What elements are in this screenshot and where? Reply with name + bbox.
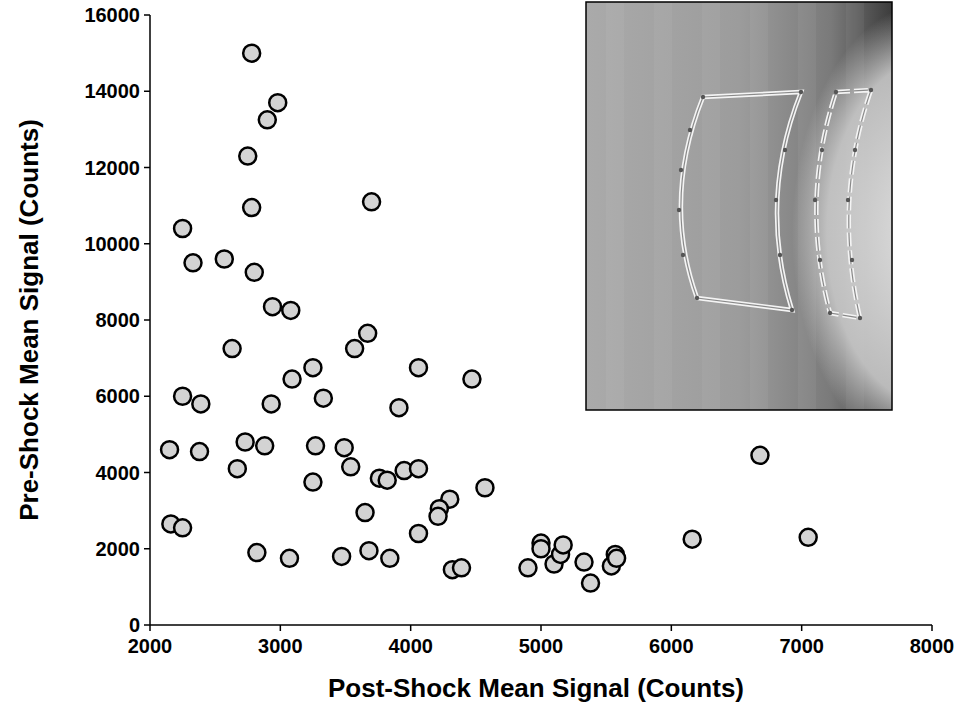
point xyxy=(304,474,321,491)
x-axis-title: Post-Shock Mean Signal (Counts) xyxy=(328,673,744,703)
y-tick-label: 2000 xyxy=(96,538,141,560)
y-tick xyxy=(144,14,150,16)
x-tick-label: 3000 xyxy=(258,635,303,657)
point xyxy=(410,525,427,542)
x-tick-label: 2000 xyxy=(128,635,173,657)
point xyxy=(333,548,350,565)
y-tick xyxy=(144,396,150,398)
point xyxy=(363,193,380,210)
point xyxy=(576,554,593,571)
x-tick xyxy=(410,625,412,631)
y-tick-label: 16000 xyxy=(84,4,140,26)
x-tick xyxy=(931,625,933,631)
y-tick xyxy=(144,91,150,93)
point xyxy=(243,45,260,62)
point xyxy=(256,437,273,454)
point xyxy=(246,264,263,281)
point xyxy=(410,460,427,477)
point xyxy=(608,550,625,567)
point xyxy=(243,199,260,216)
point xyxy=(379,472,396,489)
point xyxy=(224,340,241,357)
y-tick xyxy=(144,472,150,474)
y-tick xyxy=(144,319,150,321)
point xyxy=(174,220,191,237)
points xyxy=(161,45,817,592)
point xyxy=(229,460,246,477)
y-tick-label: 10000 xyxy=(84,233,140,255)
point xyxy=(390,399,407,416)
point xyxy=(476,479,493,496)
point xyxy=(453,559,470,576)
x-tick-label: 6000 xyxy=(649,635,694,657)
point xyxy=(284,371,301,388)
point xyxy=(582,575,599,592)
point xyxy=(239,148,256,165)
x-tick-label: 4000 xyxy=(388,635,433,657)
point xyxy=(342,458,359,475)
y-tick-label: 12000 xyxy=(84,157,140,179)
point xyxy=(263,395,280,412)
point xyxy=(307,437,324,454)
point xyxy=(751,447,768,464)
point xyxy=(381,550,398,567)
x-tick xyxy=(540,625,542,631)
point xyxy=(360,542,377,559)
y-tick-label: 8000 xyxy=(96,309,141,331)
y-axis-title: Pre-Shock Mean Signal (Counts) xyxy=(14,119,44,521)
point xyxy=(533,540,550,557)
point xyxy=(174,388,191,405)
point xyxy=(346,340,363,357)
y-tick-label: 0 xyxy=(129,614,140,636)
point xyxy=(800,529,817,546)
point xyxy=(684,531,701,548)
chart: 0200040006000800010000120001400016000200… xyxy=(0,0,966,715)
point xyxy=(191,443,208,460)
y-tick xyxy=(144,243,150,245)
point xyxy=(185,254,202,271)
point xyxy=(555,536,572,553)
y-tick xyxy=(144,167,150,169)
point xyxy=(161,441,178,458)
point xyxy=(463,371,480,388)
point xyxy=(282,302,299,319)
point xyxy=(281,550,298,567)
point xyxy=(315,390,332,407)
y-tick-label: 6000 xyxy=(96,385,141,407)
point xyxy=(304,359,321,376)
x-tick xyxy=(671,625,673,631)
point xyxy=(430,508,447,525)
point xyxy=(264,298,281,315)
point xyxy=(192,395,209,412)
y-tick xyxy=(144,624,150,626)
point xyxy=(269,94,286,111)
inset-frame xyxy=(586,2,892,410)
point xyxy=(237,434,254,451)
y-tick-label: 14000 xyxy=(84,80,140,102)
y-tick xyxy=(144,548,150,550)
point xyxy=(174,519,191,536)
x-tick xyxy=(280,625,282,631)
y-tick-label: 4000 xyxy=(96,462,141,484)
point xyxy=(259,111,276,128)
point xyxy=(336,439,353,456)
point xyxy=(359,325,376,342)
x-tick xyxy=(149,625,151,631)
point xyxy=(357,504,374,521)
point xyxy=(410,359,427,376)
x-tick-label: 5000 xyxy=(519,635,564,657)
point xyxy=(216,251,233,268)
x-tick-label: 8000 xyxy=(910,635,955,657)
x-tick-label: 7000 xyxy=(779,635,824,657)
inset-image xyxy=(586,2,892,410)
x-tick xyxy=(801,625,803,631)
point xyxy=(519,559,536,576)
point xyxy=(248,544,265,561)
